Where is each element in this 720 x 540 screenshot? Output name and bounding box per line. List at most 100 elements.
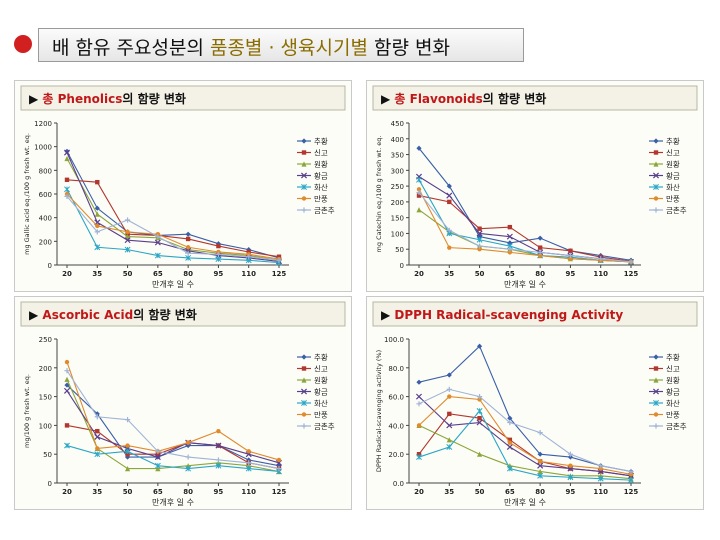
legend-item: 황금	[297, 171, 328, 181]
x-axis-label: 만개후 일 수	[152, 497, 194, 507]
dpph-panel: ▶ DPPH Radical-scavenging Activity 0.0 20.…	[366, 296, 704, 510]
legend-label: 신고	[314, 149, 328, 158]
legend-item: 추황	[297, 136, 328, 146]
y-tick-label: 0	[48, 262, 52, 270]
legend-item: 화산	[649, 182, 680, 192]
legend-label: 금촌추	[666, 206, 687, 215]
legend-item: 원황	[649, 159, 680, 169]
x-tick-label: 20	[62, 488, 72, 496]
y-axis-label: mg/100 g fresh wt. eq.	[23, 374, 31, 448]
x-tick-label: 110	[241, 270, 256, 278]
legend-label: 추황	[314, 136, 328, 146]
phenolics-panel: ▶ 총 Phenolics의 함량 변화 0 200 400 600 800 1000 120…	[14, 80, 352, 292]
x-tick-label: 125	[624, 270, 639, 278]
x-tick-label: 35	[444, 488, 454, 496]
data-point	[276, 257, 282, 263]
ascorbic-panel: ▶ Ascorbic Acid의 함량 변화 0 50 100 150 200 250 20 3…	[14, 296, 352, 510]
chart-title-part: 의 함량 변화	[122, 91, 186, 106]
data-point	[506, 465, 513, 472]
x-tick-label: 80	[183, 488, 193, 496]
y-tick-label: 800	[39, 167, 52, 175]
series-금촌추	[64, 193, 282, 263]
chart-title-part: Flavonoids	[410, 92, 483, 106]
legend-item: 금촌추	[649, 422, 687, 431]
data-point	[477, 247, 482, 252]
x-tick-label: 50	[123, 488, 133, 496]
y-tick-label: 50	[43, 451, 52, 459]
data-point	[246, 254, 252, 260]
data-point	[215, 457, 222, 463]
legend-marker	[653, 184, 659, 190]
data-point	[477, 226, 482, 231]
legend-item: 원황	[297, 375, 328, 385]
legend-marker	[653, 138, 659, 144]
data-point	[416, 423, 422, 428]
series-line	[66, 379, 280, 473]
data-point	[507, 437, 513, 442]
y-tick-label: 50	[395, 246, 404, 254]
legend-item: 신고	[297, 365, 328, 374]
y-axis-label: mg Gallic acid eq./100 g fresh wt. eq.	[23, 133, 31, 255]
data-point	[476, 230, 483, 237]
data-point	[94, 244, 101, 251]
legend-label: 화산	[666, 182, 680, 192]
data-point	[598, 256, 604, 262]
y-tick-label: 100	[391, 230, 404, 238]
data-point	[64, 148, 70, 154]
data-point	[154, 454, 161, 461]
data-point	[185, 440, 191, 445]
data-point	[64, 186, 70, 193]
legend-item: 추황	[297, 352, 328, 362]
data-point	[416, 187, 422, 192]
x-tick-label: 110	[241, 488, 256, 496]
legend-item: 금촌추	[649, 206, 687, 215]
legend-label: 원황	[314, 375, 328, 385]
series-line	[418, 195, 632, 262]
legend-label: 금촌추	[314, 422, 335, 431]
y-tick-label: 200	[391, 199, 404, 207]
data-point	[95, 446, 100, 451]
series-line	[66, 196, 280, 261]
series-화산	[64, 442, 282, 475]
chart-title-part: ▶	[29, 92, 42, 106]
legend-label: 추황	[666, 352, 680, 362]
x-tick-label: 95	[214, 488, 224, 496]
series-line	[66, 370, 280, 470]
series-line	[66, 390, 280, 464]
data-point	[537, 462, 544, 469]
data-point	[124, 417, 131, 423]
data-point	[537, 472, 544, 479]
data-point	[446, 444, 453, 450]
data-point	[276, 457, 282, 463]
legend-marker	[653, 207, 659, 213]
legend-label: 신고	[666, 149, 680, 158]
data-point	[628, 472, 634, 477]
data-point	[185, 454, 191, 460]
dpph-chart: ▶ DPPH Radical-scavenging Activity 0.0 20.…	[372, 301, 698, 507]
legend-marker	[300, 172, 308, 179]
data-point	[185, 254, 192, 261]
data-point	[64, 155, 70, 162]
series-line	[418, 388, 632, 473]
y-tick-label: 60.0	[388, 394, 404, 402]
data-point	[154, 252, 161, 259]
flavonoids-chart: ▶ 총 Flavonoids의 함량 변화 0 50 100 150 200 250 300 3…	[372, 85, 698, 289]
legend-marker	[652, 388, 660, 395]
data-point	[95, 428, 100, 434]
data-point	[507, 224, 513, 230]
legend-item: 만풍	[649, 411, 680, 420]
chart-title-part: 의 함량 변화	[133, 307, 197, 322]
data-point	[416, 452, 422, 457]
chart-title-part: 의 함량 변화	[483, 91, 547, 106]
data-point	[416, 193, 422, 198]
series-line	[418, 192, 632, 263]
legend-label: 원황	[666, 159, 680, 169]
x-tick-label: 65	[505, 488, 515, 496]
x-tick-label: 95	[566, 488, 576, 496]
legend-item: 원황	[297, 159, 328, 169]
data-point	[94, 433, 101, 440]
series-line	[66, 151, 280, 259]
data-point	[416, 454, 422, 461]
legend-marker	[653, 366, 659, 371]
data-point	[568, 256, 573, 261]
